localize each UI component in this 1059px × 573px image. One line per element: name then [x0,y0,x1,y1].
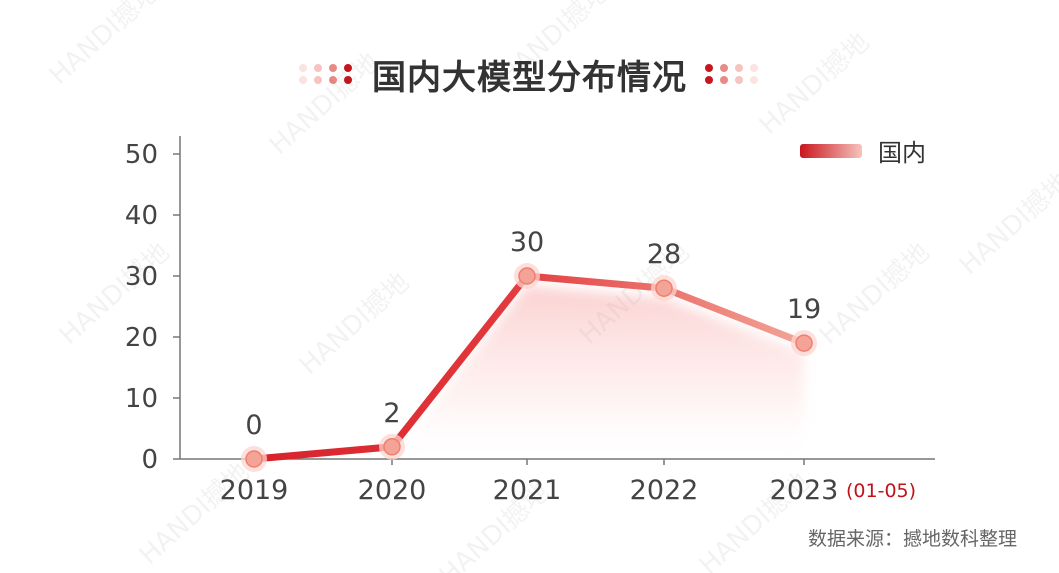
legend-label: 国内 [878,139,926,167]
data-point-marker [245,450,263,468]
chart-title: 国内大模型分布情况 [372,57,687,98]
watermark-text: HANDI撼地 [494,0,616,91]
data-point-marker [518,267,536,285]
title-row: 国内大模型分布情况 [0,44,1059,104]
x-tick-label: 2023 [770,475,839,506]
data-label: 2 [383,398,400,429]
y-tick-label: 10 [125,384,158,414]
data-point-marker [795,334,813,352]
left-dots-decoration [299,64,354,84]
watermark-text: HANDI撼地 [754,27,876,141]
data-point-marker [655,279,673,297]
y-tick-label: 40 [125,201,158,231]
watermark-text: HANDI撼地 [294,267,416,381]
data-label: 19 [787,294,821,325]
y-tick-label: 20 [125,323,158,353]
data-point [241,446,267,472]
y-tick-label: 30 [125,262,158,292]
x-tick-label: 2022 [630,475,699,506]
data-label: 30 [510,227,544,258]
y-tick-label: 50 [125,140,158,170]
legend: 国内 [800,139,926,167]
watermark-text: HANDI撼地 [954,167,1059,281]
series-area [254,286,804,469]
x-tick-label: 2021 [493,475,562,506]
watermark-text: HANDI撼地 [814,237,936,351]
data-point [514,263,540,289]
data-label: 0 [245,410,262,441]
data-label: 28 [647,239,681,270]
x-category-note: (01-05) [846,480,916,502]
x-tick-label: 2020 [358,475,427,506]
data-point [791,330,817,357]
y-tick-label: 0 [141,445,158,475]
legend-swatch [800,144,862,158]
source-note: 数据来源：撼地数科整理 [807,528,1017,550]
watermark-text: HANDI撼地 [264,47,386,161]
right-dots-decoration [705,64,760,84]
data-point [379,433,405,460]
watermark-text: HANDI撼地 [44,0,166,91]
data-point-marker [383,438,401,456]
data-point [651,275,677,302]
x-tick-label: 2019 [220,475,289,506]
